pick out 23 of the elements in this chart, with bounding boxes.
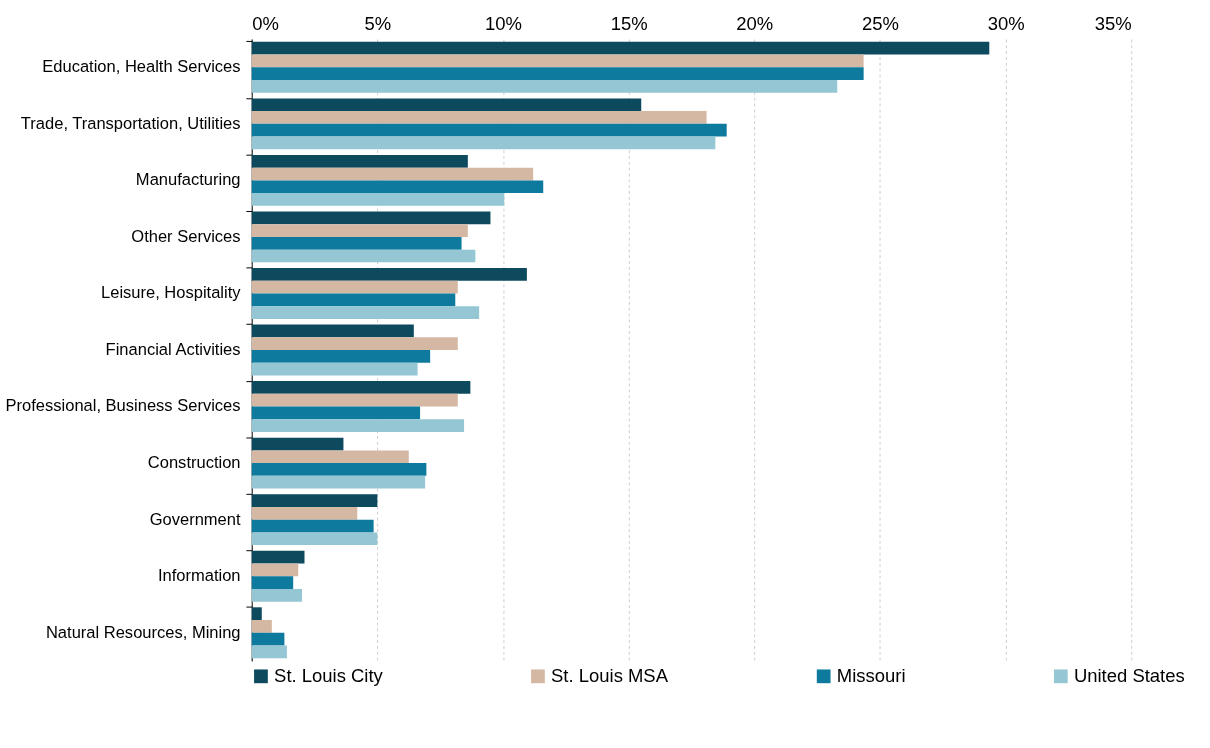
y-tick-label: Professional, Business Services <box>5 396 241 416</box>
y-tick-label: Education, Health Services <box>42 57 241 77</box>
y-tick-label: Manufacturing <box>135 170 241 190</box>
y-tick-label: Government <box>149 509 241 529</box>
y-tick-label: Trade, Transportation, Utilities <box>20 113 241 133</box>
x-tick-label: 25% <box>861 12 899 34</box>
legend-label: St. Louis MSA <box>551 665 669 687</box>
legend-label: United States <box>1073 665 1185 687</box>
x-tick-label: 30% <box>987 12 1025 34</box>
x-tick-label: 20% <box>736 12 774 34</box>
x-tick-label: 35% <box>1094 12 1132 34</box>
x-tick-label: 5% <box>364 12 392 34</box>
legend-label: St. Louis City <box>274 665 384 687</box>
x-tick-label: 15% <box>610 12 648 34</box>
legend-label: Missouri <box>836 665 906 687</box>
y-tick-label: Financial Activities <box>105 339 241 359</box>
x-tick-label: 0% <box>252 12 279 34</box>
y-tick-label: Construction <box>147 452 241 472</box>
y-tick-label: Leisure, Hospitality <box>101 283 242 303</box>
x-tick-label: 10% <box>485 12 522 34</box>
y-tick-label: Natural Resources, Mining <box>45 622 241 642</box>
y-tick-label: Information <box>157 566 241 586</box>
y-tick-label: Other Services <box>131 226 241 246</box>
